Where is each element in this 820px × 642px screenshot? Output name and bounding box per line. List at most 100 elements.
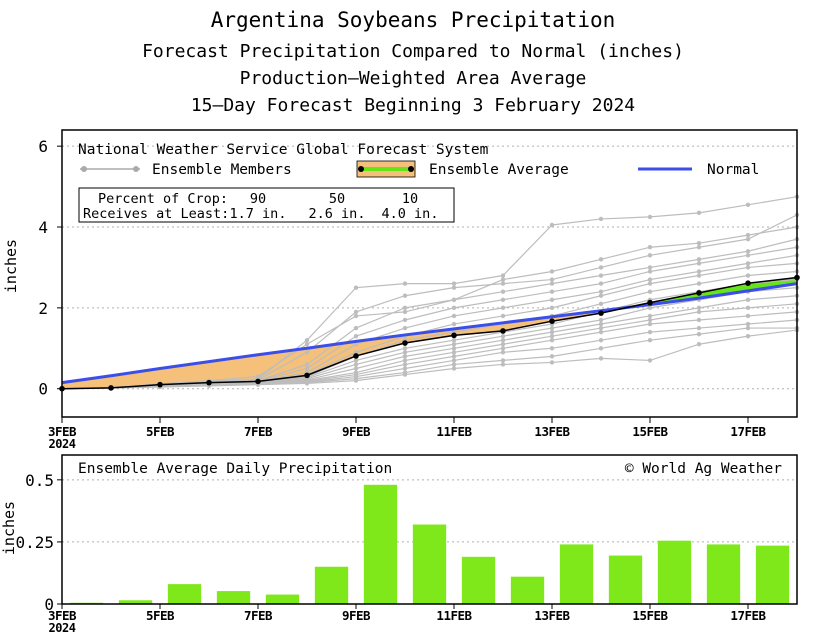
member-point [451,281,457,286]
member-point [598,289,604,294]
member-point [402,293,408,298]
legend-members-label: Ensemble Members [152,162,292,178]
member-point [402,372,408,377]
bottom-x-tick-label: 15FEB [632,608,668,623]
member-point [402,354,408,359]
top-x-tick-label: 7FEB [244,424,273,439]
bottom-plot-frame [61,454,798,605]
crop-percent-50: 50 [329,191,345,207]
member-point [353,378,359,383]
member-point [647,321,653,327]
member-point [598,301,604,307]
member-point [500,358,506,363]
top-x-tick-label: 17FEB [730,424,766,439]
member-point [451,313,457,319]
member-point [549,277,555,282]
member-point [353,342,359,347]
bottom-plot-title: Ensemble Average Daily Precipitation [78,461,392,477]
member-point [549,222,555,228]
average-point [549,318,555,324]
member-point [304,366,310,371]
member-point [353,313,359,319]
daily-bar [314,566,349,604]
member-point [500,346,506,351]
member-point [598,293,604,298]
average-point [108,385,114,391]
member-point [500,277,506,282]
average-point [255,378,261,385]
member-point [402,281,408,286]
member-point [304,381,310,386]
top-x-tick-label: 15FEB [632,424,668,439]
ensemble-members [59,194,800,391]
member-point [353,366,359,371]
daily-bar [510,576,545,604]
member-point [647,289,653,294]
legend-normal-label: Normal [707,162,759,178]
member-point [745,265,751,270]
member-point [549,269,555,274]
member-point [696,257,702,262]
top-y-ticks: 0 2 4 6 [38,137,62,399]
member-point [745,325,751,331]
member-point [696,273,702,278]
top-x-tick-sublabel: 2024 [49,437,76,451]
member-point [255,374,261,379]
bottom-x-tick-label: 13FEB [534,608,570,623]
daily-bar [559,544,594,604]
member-point [745,321,751,327]
crop-amount-50: 2.6 in. [309,206,366,222]
legend-average-label: Ensemble Average [429,162,569,178]
member-point [745,273,751,278]
member-point [353,358,359,363]
member-point [451,358,457,363]
member-point [500,273,506,278]
normal-line-group [61,282,798,385]
member-point [451,297,457,302]
average-point [647,299,653,306]
member-point [402,366,408,371]
member-point [304,337,310,343]
member-point [451,354,457,359]
member-point [402,358,408,363]
member-point [549,325,555,331]
member-line [61,329,798,390]
member-point [451,285,457,290]
member-point [647,329,653,335]
crop-percent-90: 90 [250,191,266,207]
average-line [61,276,798,390]
member-point [647,317,653,323]
top-x-tick-label: 5FEB [146,424,175,439]
member-point [549,297,555,302]
member-point [500,337,506,343]
daily-bar [118,600,153,604]
member-point [696,305,702,311]
daily-bar [461,556,496,604]
top-y-tick-label: 6 [38,137,48,156]
average-point [206,379,212,386]
member-point [500,333,506,339]
member-point [647,265,653,270]
member-point [549,346,555,351]
daily-bars [69,484,790,604]
member-point [500,305,506,311]
member-point [647,245,653,250]
member-point [402,305,408,311]
average-point [745,280,751,287]
member-point [451,362,457,367]
member-point [500,362,506,367]
member-point [500,297,506,302]
member-point [745,313,751,319]
bottom-x-tick-label: 17FEB [730,608,766,623]
model-header: National Weather Service Global Forecast… [78,142,489,158]
top-y-tick-label: 2 [38,299,48,318]
member-point [696,245,702,250]
member-point [745,236,751,242]
member-point [304,342,310,347]
member-point [451,350,457,355]
member-point [549,337,555,343]
member-point [745,333,751,339]
legend-average-dot [408,166,414,172]
member-point [696,325,702,331]
